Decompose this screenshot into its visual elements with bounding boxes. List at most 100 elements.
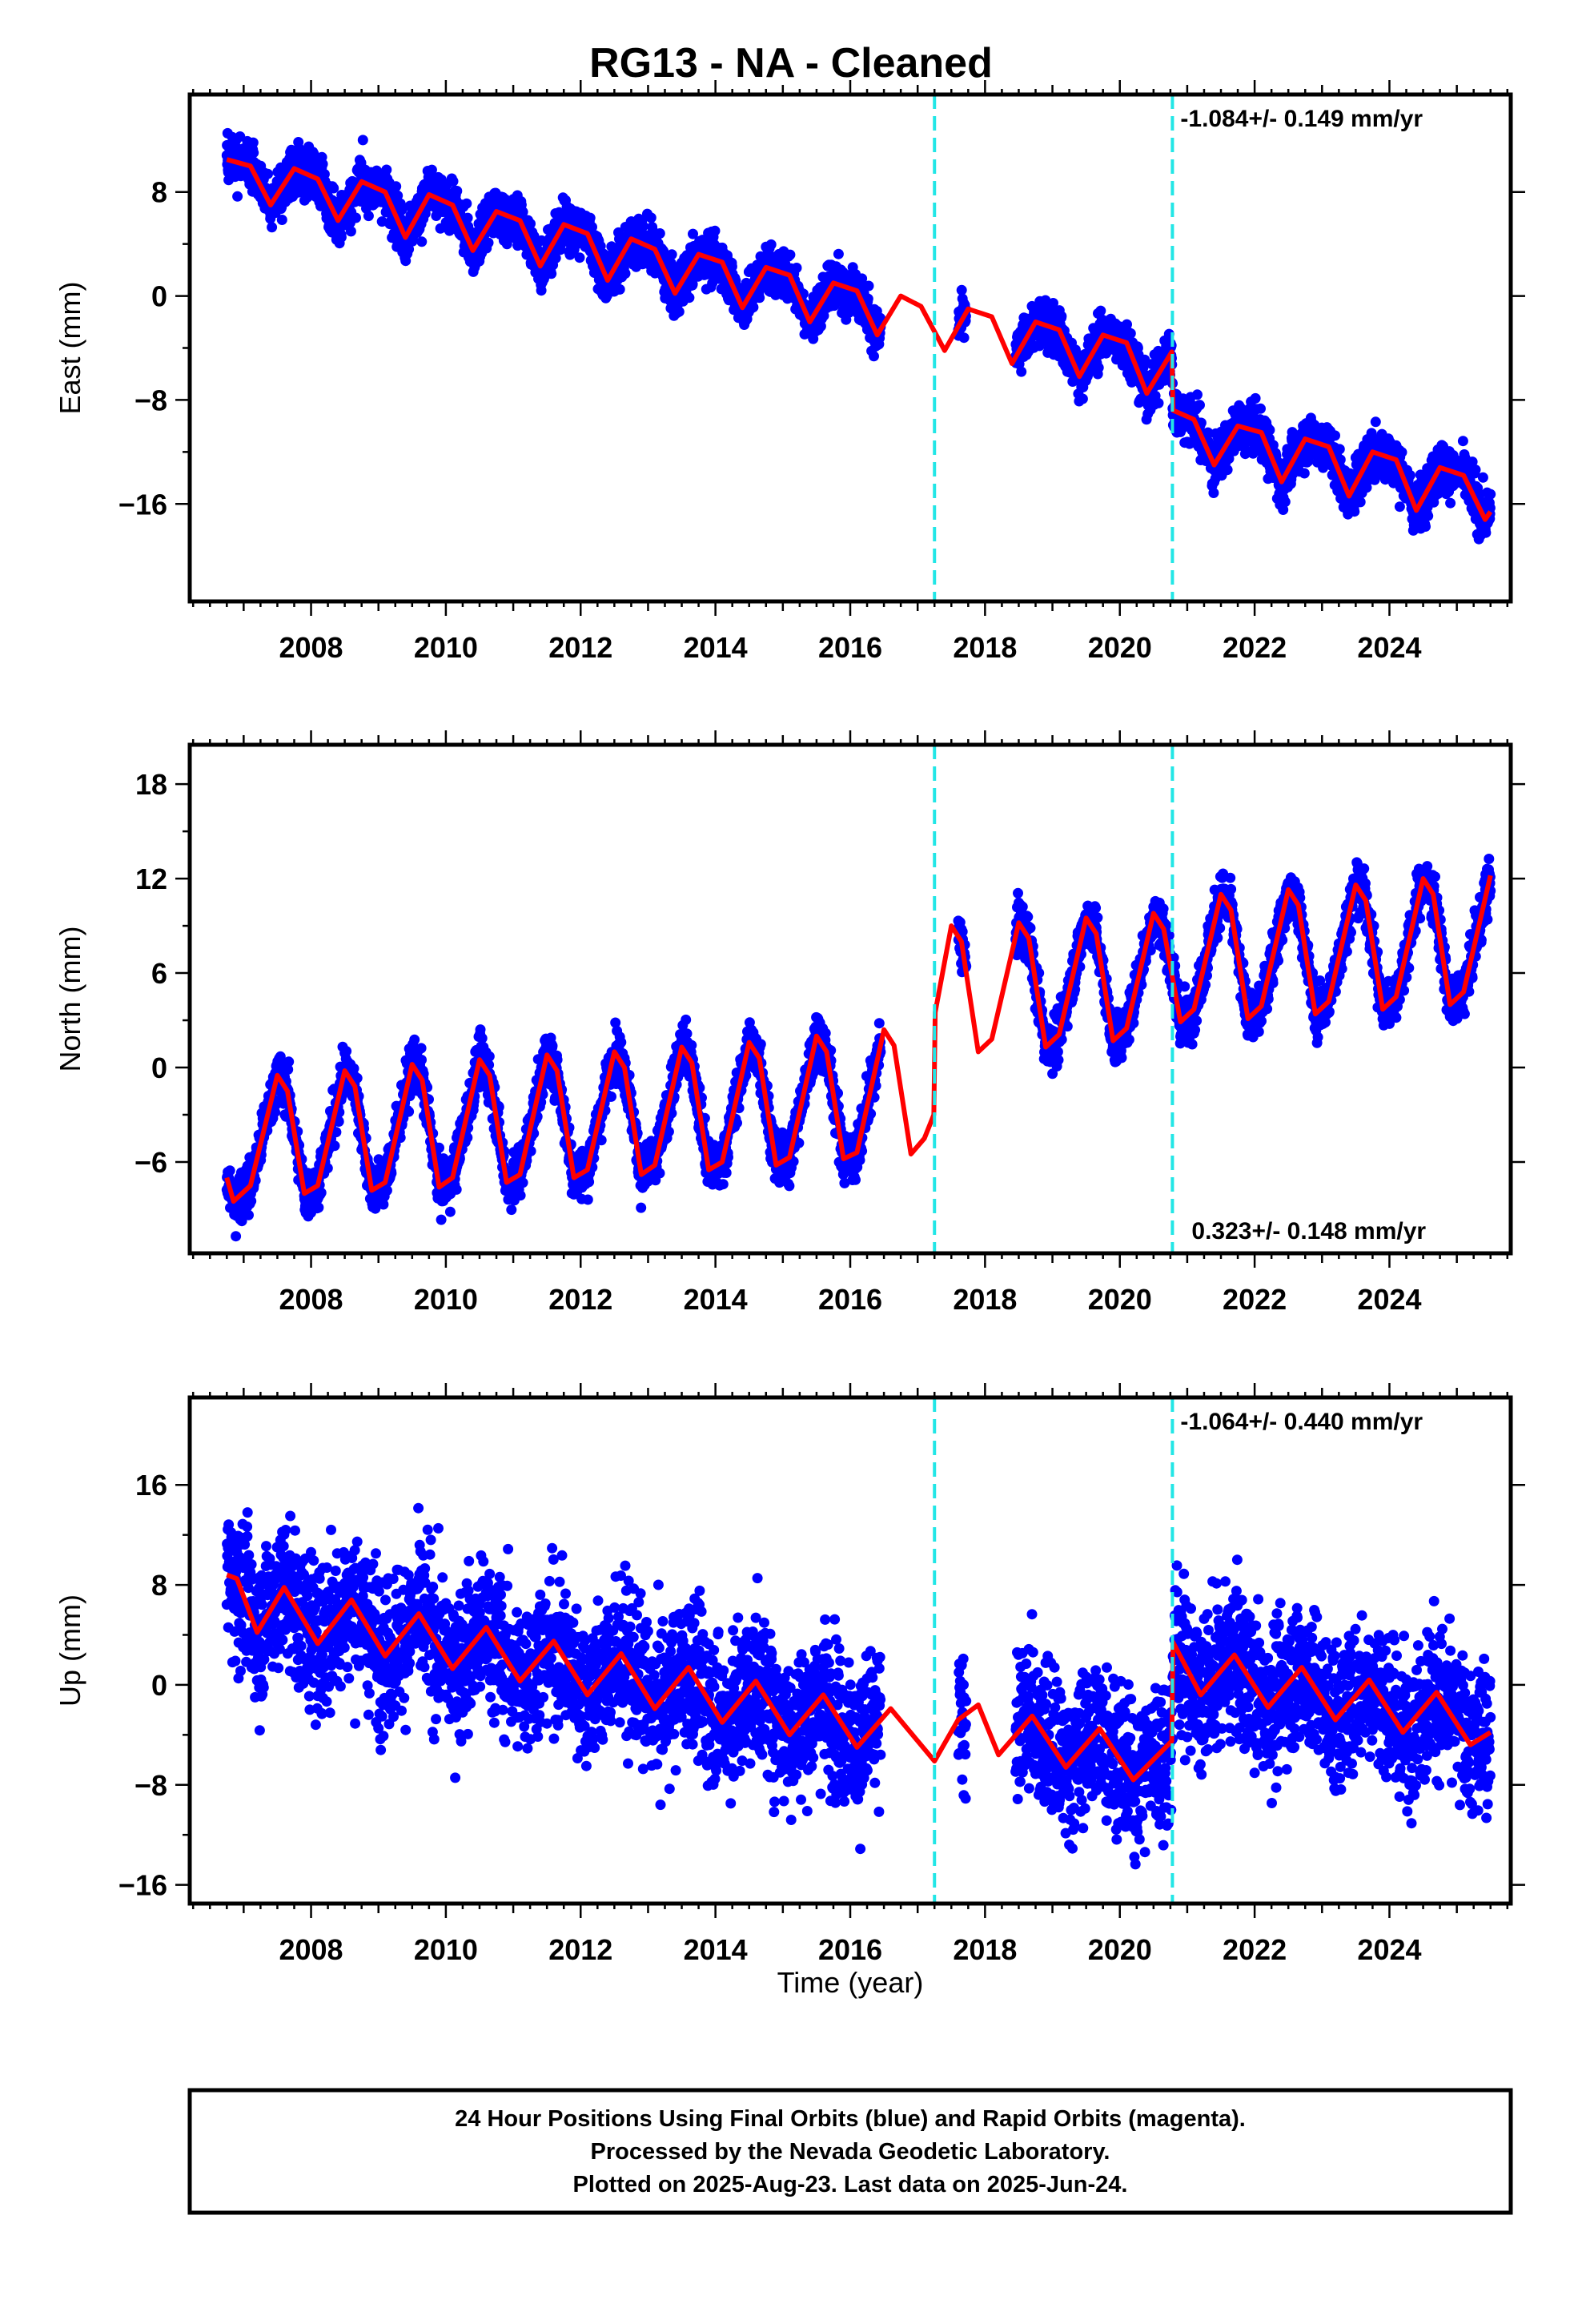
data-point — [1370, 416, 1381, 428]
data-point — [243, 1209, 254, 1220]
x-tick-label: 2014 — [684, 631, 748, 664]
observations — [221, 854, 1496, 1242]
data-point — [1093, 362, 1104, 373]
x-tick-label: 2010 — [414, 631, 478, 664]
data-point — [684, 292, 695, 304]
y-tick-label: 0 — [151, 280, 167, 313]
data-point — [550, 252, 561, 263]
data-point — [376, 216, 387, 227]
data-point — [381, 164, 392, 175]
data-point — [1423, 510, 1434, 521]
data-point — [1330, 430, 1340, 441]
data-point — [666, 249, 677, 260]
panel-north: 2008 2010 2012 2014 2016 2018 2020 2022 20241812… — [54, 730, 1525, 1316]
data-point — [620, 268, 631, 279]
data-point — [645, 212, 656, 223]
data-point — [584, 212, 596, 223]
data-point — [363, 211, 374, 222]
data-point — [863, 280, 874, 292]
data-point — [246, 1196, 257, 1207]
data-point — [748, 302, 759, 313]
data-point — [785, 249, 796, 260]
data-point — [452, 186, 463, 196]
data-point — [1208, 488, 1219, 498]
data-point — [416, 236, 428, 247]
data-point — [869, 351, 879, 362]
data-point — [688, 228, 698, 239]
data-point — [1394, 501, 1405, 513]
data-point — [1457, 436, 1468, 447]
data-point — [1355, 497, 1366, 508]
data-point — [357, 135, 368, 146]
x-tick-label: 2008 — [279, 631, 343, 664]
data-point — [546, 268, 557, 279]
data-point — [1477, 472, 1488, 483]
data-point — [404, 243, 415, 255]
data-point — [1470, 464, 1481, 476]
data-point — [232, 191, 243, 202]
plot-area — [221, 745, 1496, 1253]
data-point — [1222, 464, 1233, 476]
x-tick-label: 2018 — [953, 631, 1017, 664]
data-point — [958, 332, 970, 344]
data-point — [536, 285, 547, 296]
data-point — [1125, 328, 1136, 339]
data-point — [391, 181, 402, 192]
data-point — [283, 1056, 295, 1068]
data-point — [276, 215, 287, 225]
data-point — [765, 239, 777, 250]
data-point — [1255, 403, 1266, 414]
data-point — [1404, 470, 1415, 480]
x-tick-label: 2016 — [818, 631, 882, 664]
data-point — [313, 1202, 324, 1213]
data-point — [1480, 527, 1492, 538]
data-point — [574, 252, 585, 263]
data-point — [328, 183, 339, 194]
rate-annotation: -1.084+/- 0.149 mm/yr — [1180, 106, 1423, 132]
data-point — [1349, 506, 1360, 517]
data-point — [1334, 444, 1345, 455]
x-tick-label: 2022 — [1223, 631, 1287, 664]
data-point — [637, 220, 648, 231]
x-tick-label: 2012 — [548, 631, 612, 664]
data-point — [483, 237, 494, 248]
data-point — [1250, 392, 1261, 404]
data-point — [315, 1187, 327, 1198]
y-tick-label: 8 — [151, 176, 167, 209]
panel-east: 2008 2010 2012 2014 2016 2018 2020 2022 202480−8… — [54, 80, 1525, 664]
observations — [221, 127, 1496, 545]
data-point — [392, 190, 404, 201]
data-point — [248, 147, 259, 159]
data-point — [462, 212, 473, 223]
data-point — [709, 225, 721, 236]
data-point — [267, 222, 278, 233]
data-point — [263, 168, 273, 179]
data-point — [1095, 305, 1106, 316]
data-point — [1485, 489, 1496, 500]
data-point — [1396, 447, 1407, 458]
data-point — [614, 283, 625, 295]
data-point — [1445, 497, 1456, 509]
data-point — [1195, 400, 1205, 411]
plot-area — [221, 94, 1496, 601]
data-point — [1077, 393, 1088, 404]
x-tick-label: 2020 — [1088, 631, 1152, 664]
data-point — [1264, 424, 1275, 436]
data-point — [1299, 468, 1310, 479]
data-point — [335, 231, 347, 243]
data-point — [247, 137, 259, 148]
data-point — [833, 248, 844, 259]
x-tick-label: 2024 — [1357, 631, 1421, 664]
y-axis-label: East (mm) — [54, 282, 86, 415]
data-point — [525, 218, 536, 229]
data-point — [231, 1231, 242, 1242]
data-point — [448, 175, 459, 187]
data-point — [396, 204, 408, 215]
y-tick-label: −16 — [118, 488, 167, 521]
data-point — [687, 279, 698, 290]
data-point — [1016, 366, 1027, 377]
data-point — [345, 226, 356, 237]
data-point — [317, 159, 328, 170]
data-point — [1279, 497, 1291, 508]
